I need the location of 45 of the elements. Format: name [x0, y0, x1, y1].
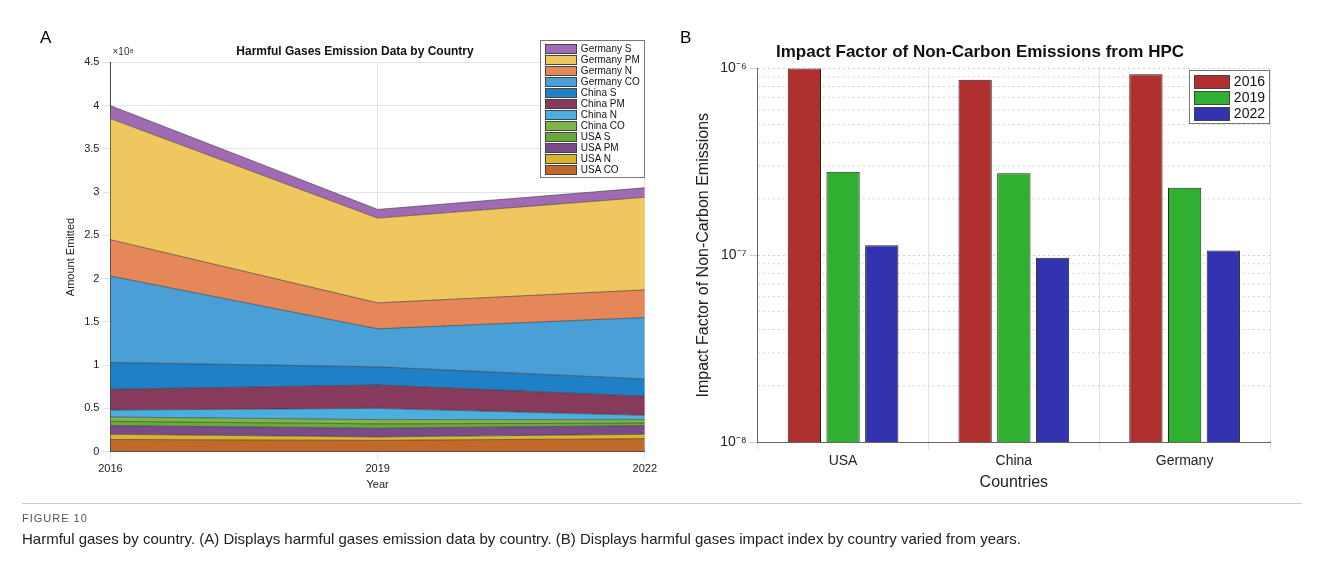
x-axis-title: Countries	[979, 472, 1049, 490]
x-tick-label: USA	[828, 452, 859, 469]
text: Harmful gases by country. (A) Displays harmful gases emission data by country. (B) Displays harmful gases impact index by country varied from years.	[22, 530, 1022, 547]
y-tick-label: 4	[93, 98, 100, 111]
y-tick-label: 2	[93, 271, 100, 284]
x-tick-label: 2016	[98, 462, 123, 475]
y-tick-label: 0.5	[84, 401, 100, 414]
y-axis-title: Amount Emitted	[63, 217, 76, 297]
legend-label: China CO	[580, 120, 625, 132]
legend-label: USA PM	[580, 142, 619, 154]
legend-label: USA N	[580, 153, 611, 165]
caption: FIGURE 10	[22, 512, 89, 524]
x-tick-label: China	[995, 452, 1033, 469]
text: A	[40, 28, 52, 48]
legend-label: China PM	[580, 98, 625, 110]
legend-label: 2019	[1233, 89, 1265, 106]
y-tick-label: 1.5	[84, 314, 100, 327]
y-tick-label: 2.5	[84, 228, 100, 241]
y-axis-title: Impact Factor of Non-Carbon Emissions	[694, 112, 712, 398]
legend-label: China S	[580, 87, 617, 99]
legend-label: 2022	[1233, 105, 1265, 122]
x-axis-title: Year	[366, 478, 390, 491]
legend-label: 2016	[1233, 73, 1265, 90]
y-tick-label: 3.5	[84, 141, 100, 154]
y-tick-label: 10⁻⁷	[721, 246, 747, 263]
text: ×10⁸	[112, 46, 134, 58]
x-tick-label: 2022	[632, 462, 658, 475]
chart-title: Harmful Gases Emission Data by Country	[236, 43, 475, 58]
legend-label: Germany S	[580, 43, 632, 55]
x-tick-label: Germany	[1155, 452, 1214, 469]
legend-label: USA CO	[580, 164, 619, 176]
chart-title: Impact Factor of Non-Carbon Emissions from HPC	[775, 41, 1185, 61]
y-tick-label: 10⁻⁶	[720, 59, 747, 76]
legend-label: Germany CO	[580, 76, 640, 88]
y-tick-label: 0	[93, 444, 100, 457]
legend-label: China N	[580, 109, 617, 121]
y-tick-label: 4.5	[84, 55, 100, 68]
text: B	[680, 28, 692, 48]
legend-label: Germany N	[580, 65, 632, 77]
legend-label: Germany PM	[580, 54, 640, 66]
y-tick-label: 3	[93, 185, 100, 198]
y-tick-label: 1	[93, 358, 100, 371]
legend-label: USA S	[580, 131, 611, 143]
y-tick-label: 10⁻⁸	[720, 432, 747, 449]
x-tick-label: 2019	[365, 462, 390, 475]
